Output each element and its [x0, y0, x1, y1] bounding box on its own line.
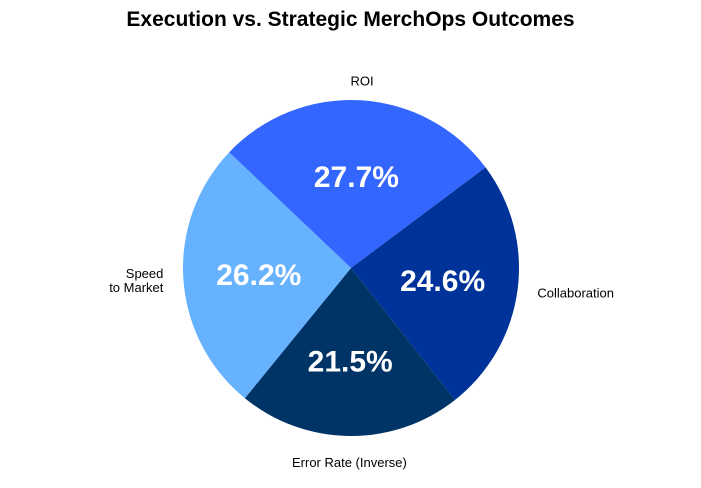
slice-category-label: Speed to Market	[109, 266, 164, 295]
pie-slice	[244, 268, 455, 436]
slice-category-label: Collaboration	[537, 286, 614, 301]
slice-category-label: ROI	[350, 73, 373, 88]
slice-percent-label: 27.7%	[314, 161, 399, 194]
slice-percent-label: 24.6%	[400, 265, 485, 298]
pie-slice	[351, 167, 519, 400]
chart-title: Execution vs. Strategic MerchOps Outcome…	[126, 8, 575, 31]
pie-slice	[229, 100, 486, 269]
pie-slice	[183, 152, 351, 399]
slice-percent-label: 21.5%	[308, 345, 393, 378]
slice-percent-label: 26.2%	[216, 259, 301, 292]
slice-category-label: Error Rate (Inverse)	[292, 455, 407, 470]
